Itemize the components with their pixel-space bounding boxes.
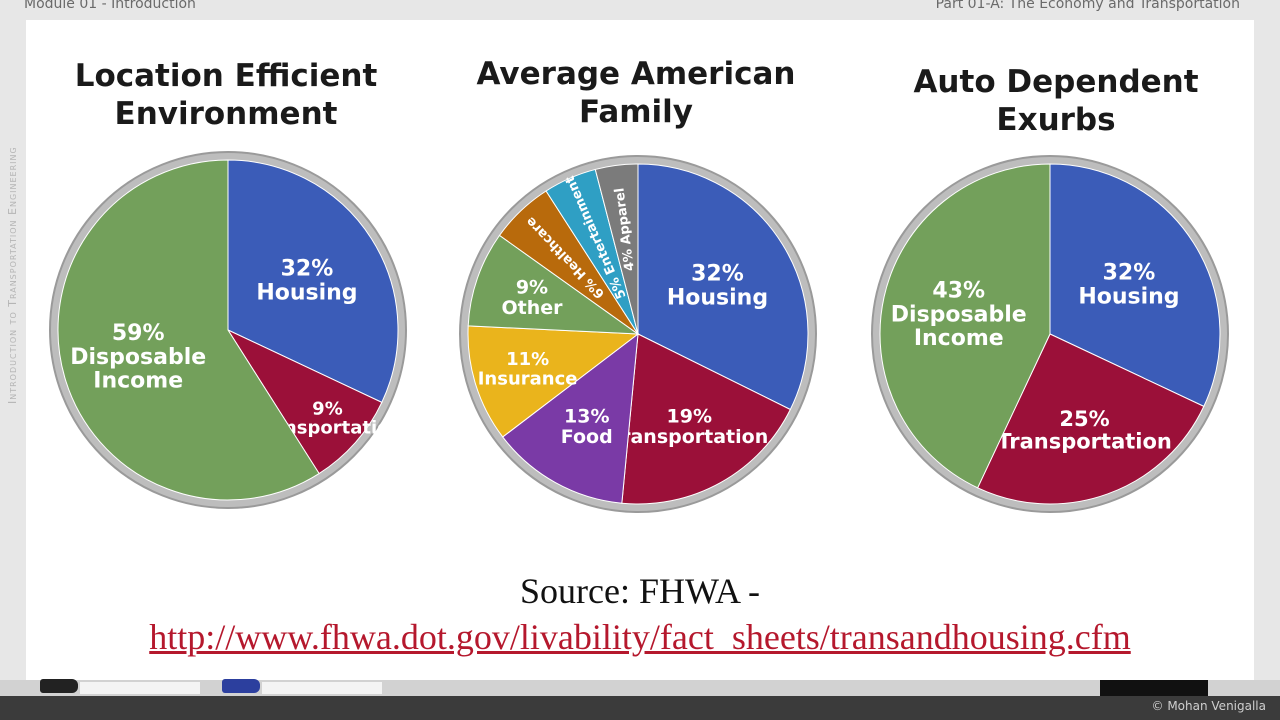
- chart-2-title-line-2: Family: [578, 93, 694, 130]
- slice-percent-text: 9%: [516, 277, 548, 299]
- slice-category-text: Housing: [1078, 284, 1179, 309]
- slice-percent-text: 32%: [281, 257, 334, 282]
- slice-percent-text: 13%: [564, 405, 609, 427]
- chart-2-slice-other: [467, 234, 640, 335]
- slice-category-text: Other: [501, 297, 563, 319]
- chart-1-label-housing: 32%Housing: [256, 257, 357, 306]
- chart-2-slice-transportation: [621, 333, 791, 505]
- slice-percent-text: 19%: [667, 405, 712, 427]
- blue-marker-icon[interactable]: [222, 679, 260, 693]
- chart-2-slice-insurance: [467, 325, 640, 438]
- chart-2-slice-apparel: [594, 163, 639, 335]
- chart-2-label-insurance: 11%Insurance: [478, 349, 578, 389]
- chart-1-slice-housing: [227, 159, 399, 404]
- color-strip-black: [80, 682, 200, 694]
- slice-percent-text: 32%: [691, 262, 744, 287]
- chart-2-slice-housing: [637, 163, 809, 411]
- chart-2-label-food: 13%Food: [561, 405, 613, 448]
- slice-percent-text: 59%: [112, 321, 165, 346]
- chart-1-slice-transportation: [226, 328, 383, 475]
- slice-percent-text: 11%: [506, 349, 549, 370]
- slice-category-text: Disposable: [891, 302, 1027, 327]
- slice-percent-text: 25%: [1059, 407, 1109, 431]
- slice-category-text: Disposable: [70, 345, 206, 370]
- chart-2-slice-food: [502, 332, 639, 504]
- chart-1-slice-disposable-income: [57, 159, 320, 501]
- chart-2-title-line-1: Average American: [476, 56, 796, 92]
- chart-2-title: Average American Family: [466, 56, 806, 132]
- chart-2-label-housing: 32%Housing: [667, 262, 768, 311]
- chart-2-label-other: 9%Other: [501, 277, 563, 320]
- chart-2-label-transportation: 19%Transportation: [610, 405, 768, 448]
- source-link[interactable]: http://www.fhwa.dot.gov/livability/fact_…: [149, 617, 1131, 657]
- black-marker-icon[interactable]: [40, 679, 78, 693]
- color-strip-blue: [262, 682, 382, 694]
- slice-category-text: Income: [914, 326, 1004, 351]
- chart-1-title-line-1: Location Efficient: [74, 58, 378, 94]
- eraser-tool[interactable]: [1100, 680, 1208, 696]
- slice-category-text: Housing: [256, 280, 357, 305]
- slice-category-text: Transportation: [610, 426, 768, 448]
- chart-3-slice-disposable-income: [879, 163, 1051, 489]
- slice-percent-text: 9%: [312, 398, 343, 419]
- chart-3-title-line-2: Exurbs: [996, 101, 1116, 138]
- source-text: Source: FHWA -: [520, 571, 760, 611]
- chart-1-title: Location Efficient Environment: [66, 58, 386, 134]
- copyright-label: © Mohan Venigalla: [1151, 699, 1266, 713]
- chart-3-slice-housing: [1049, 163, 1221, 408]
- slice-percent-text: 32%: [1103, 261, 1156, 286]
- part-label: Part 01-A: The Economy and Transportatio…: [935, 0, 1240, 12]
- chart-3-slice-transportation: [976, 333, 1205, 505]
- chart-3-label-housing: 32%Housing: [1078, 261, 1179, 310]
- module-label: Module 01 - Introduction: [24, 0, 196, 12]
- chart-3-title-line-1: Auto Dependent: [913, 64, 1199, 100]
- slice-category-text: Insurance: [478, 368, 578, 389]
- chart-1-title-line-2: Environment: [114, 95, 338, 132]
- chart-3-title: Auto Dependent Exurbs: [896, 64, 1216, 140]
- slice-category-text: Food: [561, 426, 613, 448]
- slice-category-text: Housing: [667, 285, 768, 310]
- slice-category-text: Transportation: [997, 430, 1172, 454]
- slice-category-text: Income: [93, 369, 183, 394]
- bottom-bar: [0, 696, 1280, 720]
- chart-3-label-transportation: 25%Transportation: [997, 407, 1172, 454]
- slice-percent-text: 43%: [932, 279, 985, 304]
